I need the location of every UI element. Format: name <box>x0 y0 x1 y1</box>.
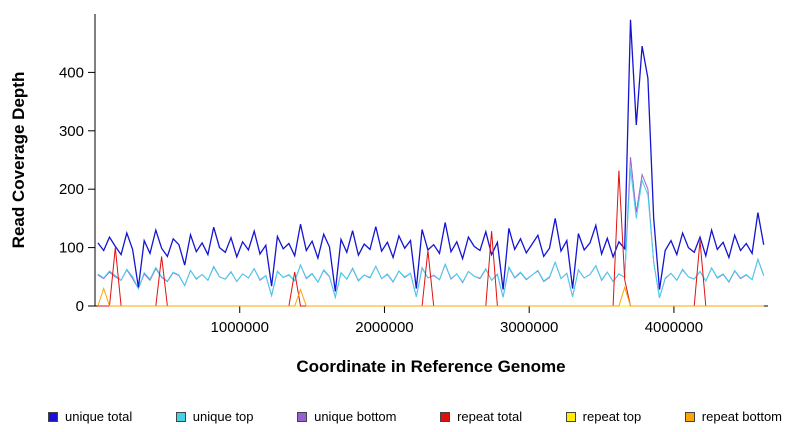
legend-label: repeat total <box>457 409 523 424</box>
x-tick-label: 2000000 <box>355 319 413 336</box>
legend-swatch <box>297 411 308 422</box>
series-unique-total <box>97 19 765 292</box>
legend-item-unique-bottom: unique bottom <box>297 409 397 424</box>
legend-label: repeat bottom <box>701 409 782 424</box>
legend-swatch <box>684 411 695 422</box>
y-axis-title: Read Coverage Depth <box>9 72 28 249</box>
coverage-chart: Coordinate in Reference Genome Read Cove… <box>9 14 768 376</box>
legend-label: repeat top <box>582 409 642 424</box>
legend-swatch <box>565 411 576 422</box>
x-tick-label: 3000000 <box>500 319 558 336</box>
legend: unique total unique top unique bottom repea… <box>48 409 782 424</box>
legend-swatch <box>48 411 58 422</box>
legend-item-repeat-total: repeat total <box>440 409 522 424</box>
y-tick-label: 400 <box>59 64 84 81</box>
series-repeat-bottom <box>97 285 764 307</box>
legend-item-repeat-bottom: repeat bottom <box>684 409 782 424</box>
legend-label: unique total <box>65 409 133 424</box>
legend-swatch <box>175 411 186 422</box>
legend-swatch <box>440 411 451 422</box>
y-tick-label: 200 <box>59 181 84 198</box>
legend-label: unique top <box>192 409 254 424</box>
y-tick-label: 0 <box>76 298 84 315</box>
y-tick-label: 100 <box>59 240 84 257</box>
series-repeat-total <box>97 170 764 307</box>
x-tick-label: 4000000 <box>645 319 703 336</box>
x-tick-label: 1000000 <box>211 319 269 336</box>
legend-item-unique-total: unique total <box>48 409 132 424</box>
legend-item-unique-top: unique top <box>175 409 254 424</box>
x-axis-title: Coordinate in Reference Genome <box>296 357 565 376</box>
legend-item-repeat-top: repeat top <box>565 409 642 424</box>
y-tick-label: 300 <box>59 123 84 140</box>
legend-label: unique bottom <box>314 409 397 424</box>
